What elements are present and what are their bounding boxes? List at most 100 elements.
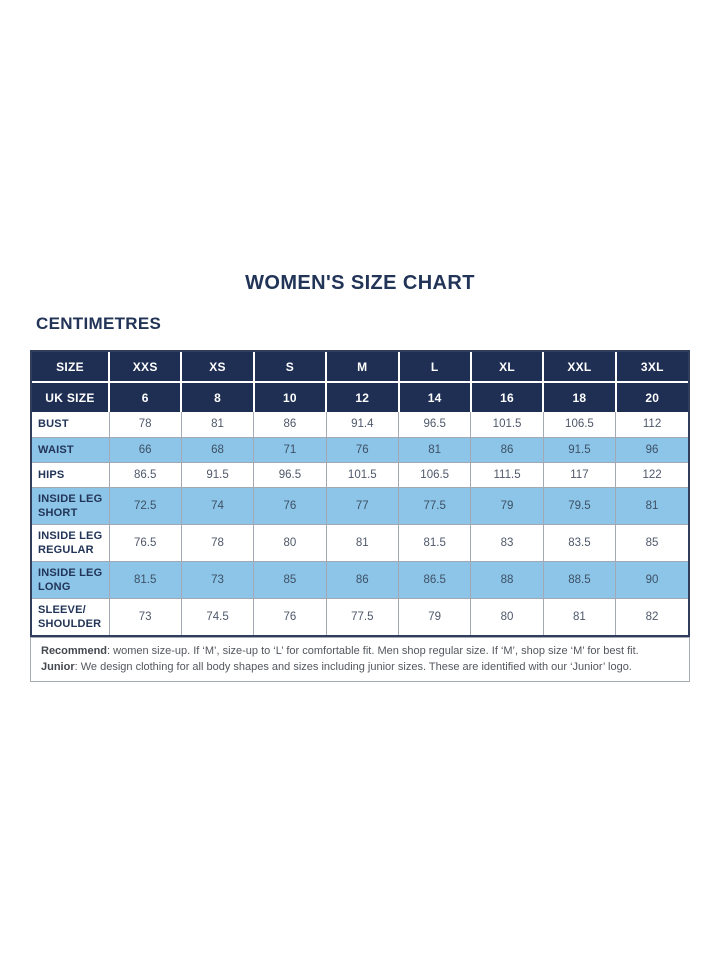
measurement-cell: 82 (615, 597, 688, 635)
header-cell: 20 (614, 381, 688, 412)
measurement-cell: 76 (325, 436, 400, 463)
uk-size-header-row: UK SIZE 6 8 10 12 14 16 18 20 (32, 381, 688, 412)
measurement-cell: 77.5 (397, 486, 472, 525)
row-label: WAIST (32, 436, 110, 463)
note-recommend: Recommend: women size-up. If ‘M’, size-u… (41, 643, 679, 659)
size-table-head: SIZE XXS XS S M L XL XXL 3XL UK SIZE 6 8 10 12 14 16 18 2… (32, 352, 688, 412)
page-title: WOMEN'S SIZE CHART (245, 272, 475, 294)
header-cell: M (325, 352, 400, 383)
header-cell: XS (180, 352, 255, 383)
header-cell: 10 (252, 381, 328, 412)
size-table-row: HIPS 86.5 91.5 96.5 101.5 106.5 111.5 117 122 (32, 461, 688, 488)
measurement-cell: 80 (470, 597, 544, 635)
measurement-cell: 101.5 (470, 412, 544, 438)
header-cell: 12 (325, 381, 400, 412)
row-label: INSIDE LEG LONG (32, 560, 110, 599)
header-cell: 18 (542, 381, 617, 412)
measurement-cell: 91.5 (542, 436, 617, 463)
measurement-cell: 86 (470, 436, 544, 463)
measurement-cell: 76 (253, 597, 327, 635)
header-cell: 3XL (614, 352, 688, 383)
header-cell: S (252, 352, 328, 383)
header-cell: L (397, 352, 472, 383)
measurement-cell: 77.5 (325, 597, 400, 635)
header-cell: 8 (180, 381, 255, 412)
measurement-cell: 79 (470, 486, 544, 525)
measurement-cell: 74.5 (180, 597, 255, 635)
notes-box: Recommend: women size-up. If ‘M’, size-u… (30, 636, 690, 682)
size-table-body: BUST 78 81 86 91.4 96.5 101.5 106.5 112 WAIST 66 68… (32, 412, 688, 635)
size-table-row: WAIST 66 68 71 76 81 86 91.5 96 (32, 436, 688, 463)
size-table-row: INSIDE LEG SHORT 72.5 74 76 77 77.5 79 79.5 81 (32, 486, 688, 525)
header-cell: 6 (107, 381, 183, 412)
measurement-cell: 85 (253, 560, 327, 599)
header-cell: XXL (542, 352, 617, 383)
measurement-cell: 81.5 (108, 560, 182, 599)
measurement-cell: 86 (325, 560, 400, 599)
measurement-cell: 66 (108, 436, 182, 463)
row-label: BUST (32, 412, 110, 438)
measurement-cell: 68 (180, 436, 255, 463)
note-recommend-lead: Recommend (41, 644, 108, 657)
measurement-cell: 76 (253, 486, 327, 525)
measurement-cell: 96 (615, 436, 688, 463)
measurement-cell: 101.5 (325, 461, 400, 488)
note-recommend-text: : women size-up. If ‘M’, size-up to ‘L’ … (107, 644, 639, 657)
measurement-cell: 91.4 (325, 412, 400, 438)
measurement-cell: 73 (180, 560, 255, 599)
measurement-cell: 85 (615, 523, 688, 562)
size-table-row: INSIDE LEG LONG 81.5 73 85 86 86.5 88 88.5 90 (32, 560, 688, 599)
row-label: SLEEVE/ SHOULDER (32, 597, 110, 635)
measurement-cell: 81 (397, 436, 472, 463)
measurement-cell: 78 (108, 412, 182, 438)
note-junior: Junior: We design clothing for all body … (41, 659, 679, 675)
size-table-row: SLEEVE/ SHOULDER 73 74.5 76 77.5 79 80 81 82 (32, 597, 688, 635)
measurement-cell: 86 (253, 412, 327, 438)
measurement-cell: 77 (325, 486, 400, 525)
size-header-row: SIZE XXS XS S M L XL XXL 3XL (32, 352, 688, 383)
measurement-cell: 112 (615, 412, 688, 438)
size-table-row: INSIDE LEG REGULAR 76.5 78 80 81 81.5 83 83.5 85 (32, 523, 688, 562)
measurement-cell: 111.5 (470, 461, 544, 488)
measurement-cell: 90 (615, 560, 688, 599)
measurement-cell: 83 (470, 523, 544, 562)
header-row-label: UK SIZE (32, 381, 110, 412)
unit-heading: CENTIMETRES (36, 314, 162, 333)
measurement-cell: 96.5 (397, 412, 472, 438)
measurement-cell: 91.5 (180, 461, 255, 488)
size-table-row: BUST 78 81 86 91.4 96.5 101.5 106.5 112 (32, 412, 688, 438)
row-label: INSIDE LEG REGULAR (32, 523, 110, 562)
measurement-cell: 74 (180, 486, 255, 525)
measurement-cell: 83.5 (542, 523, 617, 562)
measurement-cell: 86.5 (397, 560, 472, 599)
measurement-cell: 79 (397, 597, 472, 635)
measurement-cell: 80 (253, 523, 327, 562)
header-cell: XXS (107, 352, 183, 383)
header-cell: 16 (469, 381, 545, 412)
measurement-cell: 117 (542, 461, 617, 488)
measurement-cell: 79.5 (542, 486, 617, 525)
size-table-frame: SIZE XXS XS S M L XL XXL 3XL UK SIZE 6 8 10 12 14 16 18 2… (30, 350, 690, 637)
measurement-cell: 72.5 (108, 486, 182, 525)
measurement-cell: 71 (253, 436, 327, 463)
measurement-cell: 122 (615, 461, 688, 488)
row-label: HIPS (32, 461, 110, 488)
measurement-cell: 86.5 (108, 461, 182, 488)
measurement-cell: 88.5 (542, 560, 617, 599)
measurement-cell: 106.5 (542, 412, 617, 438)
measurement-cell: 76.5 (108, 523, 182, 562)
header-row-label: SIZE (32, 352, 110, 383)
measurement-cell: 81 (542, 597, 617, 635)
measurement-cell: 73 (108, 597, 182, 635)
measurement-cell: 81 (615, 486, 688, 525)
measurement-cell: 78 (180, 523, 255, 562)
header-cell: 14 (397, 381, 472, 412)
size-table: SIZE XXS XS S M L XL XXL 3XL UK SIZE 6 8 10 12 14 16 18 2… (32, 352, 688, 635)
row-label: INSIDE LEG SHORT (32, 486, 110, 525)
measurement-cell: 96.5 (253, 461, 327, 488)
measurement-cell: 81 (180, 412, 255, 438)
note-junior-text: : We design clothing for all body shapes… (74, 660, 632, 673)
measurement-cell: 106.5 (397, 461, 472, 488)
measurement-cell: 81 (325, 523, 400, 562)
note-junior-lead: Junior (41, 660, 75, 673)
